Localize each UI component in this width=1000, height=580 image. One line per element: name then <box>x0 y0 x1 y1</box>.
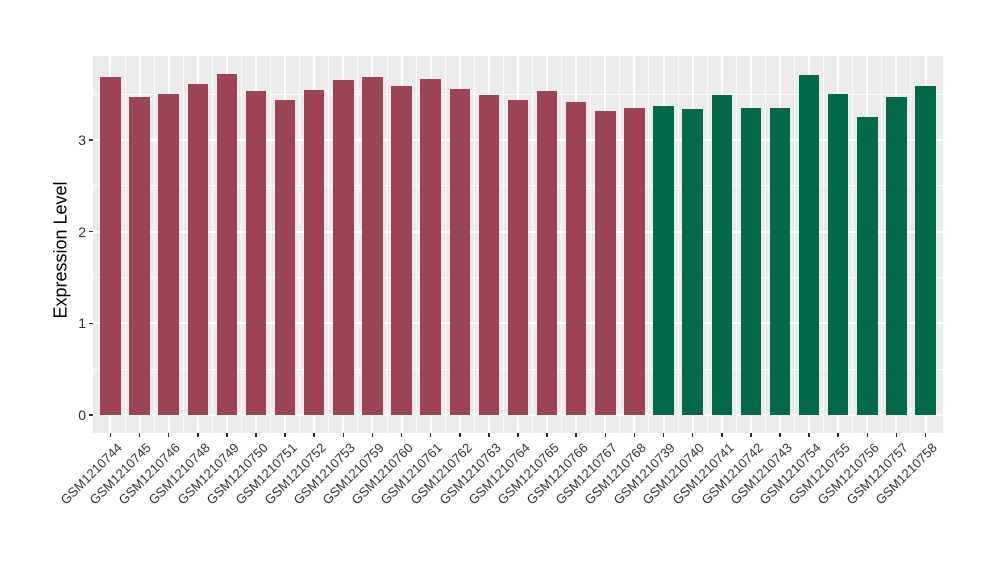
y-tick-mark <box>89 414 93 416</box>
x-tick-mark <box>662 433 665 437</box>
bar <box>216 73 238 415</box>
gridline-v-minor <box>561 56 563 433</box>
x-tick-mark <box>197 433 199 437</box>
bar <box>828 94 849 415</box>
gridline-v-minor <box>444 56 446 433</box>
bar <box>740 107 762 415</box>
x-tick-mark <box>400 433 403 437</box>
gridline-v-minor <box>415 56 417 433</box>
bar <box>129 96 150 415</box>
bar <box>362 76 383 415</box>
gridline-v-minor <box>677 56 679 433</box>
gridline-v-minor <box>881 56 883 433</box>
x-tick-mark <box>488 433 490 437</box>
gridline-v-minor <box>532 56 534 433</box>
bar <box>100 76 121 415</box>
y-tick-label: 2 <box>78 223 86 240</box>
bar <box>536 91 558 415</box>
gridline-v-minor <box>823 56 825 433</box>
x-tick-mark <box>866 433 869 437</box>
gridline-v-minor <box>502 56 504 433</box>
bar <box>420 79 441 415</box>
x-tick-mark <box>808 433 810 437</box>
x-tick-mark <box>604 433 607 437</box>
bar <box>798 74 820 415</box>
bar <box>478 94 500 415</box>
gridline-v-minor <box>153 56 155 433</box>
bar <box>187 83 208 415</box>
x-tick-mark <box>109 433 112 437</box>
x-tick-mark <box>517 433 519 437</box>
x-tick-mark <box>459 433 461 437</box>
x-tick-mark <box>750 433 752 437</box>
x-tick-mark <box>779 433 781 437</box>
bar <box>274 99 296 415</box>
gridline-v-minor <box>328 56 330 433</box>
x-tick-mark <box>167 433 170 437</box>
bar <box>653 105 674 415</box>
gridline-v-minor <box>299 56 301 433</box>
y-tick-label: 0 <box>78 407 86 423</box>
gridline-v-minor <box>910 56 912 433</box>
gridline-v-minor <box>473 56 475 433</box>
bar <box>624 107 645 415</box>
x-tick-mark <box>313 433 315 437</box>
bar <box>245 91 267 415</box>
y-tick-mark <box>89 322 93 325</box>
bar <box>507 99 529 415</box>
x-tick-mark <box>284 433 286 437</box>
bar <box>857 116 878 415</box>
bar <box>769 107 791 415</box>
bar <box>595 110 616 415</box>
gridline-v-minor <box>182 56 184 433</box>
gridline-v-minor <box>270 56 272 433</box>
bar <box>711 94 732 415</box>
x-tick-mark <box>429 433 432 437</box>
x-tick-mark <box>342 433 345 437</box>
bar <box>158 94 179 415</box>
x-tick-mark <box>226 433 228 437</box>
bar <box>886 96 907 415</box>
plot-panel <box>93 56 943 433</box>
bar <box>449 89 470 415</box>
bar <box>915 85 936 415</box>
x-tick-mark <box>255 433 257 437</box>
gridline-v-minor <box>735 56 737 433</box>
gridline-v-minor <box>764 56 766 433</box>
gridline-v-minor <box>852 56 854 433</box>
gridline-v-minor <box>706 56 708 433</box>
gridline-v-minor <box>211 56 213 433</box>
bar <box>682 108 703 415</box>
x-tick-mark <box>633 433 636 437</box>
x-tick-mark <box>371 433 374 437</box>
gridline-v-minor <box>648 56 650 433</box>
x-tick-mark <box>546 433 548 437</box>
bar <box>391 85 412 415</box>
bar <box>333 80 354 415</box>
gridline-v-minor <box>386 56 388 433</box>
gridline-v-minor <box>124 56 126 433</box>
x-tick-mark <box>837 433 839 437</box>
x-tick-mark <box>721 433 723 437</box>
gridline-v-minor <box>794 56 796 433</box>
x-tick-mark <box>924 433 927 437</box>
x-tick-mark <box>895 433 898 437</box>
x-tick-mark <box>575 433 577 437</box>
y-tick-mark <box>89 139 93 141</box>
y-tick-mark <box>89 230 93 233</box>
y-axis-title: Expression Level <box>50 181 71 319</box>
gridline-v-minor <box>619 56 621 433</box>
x-tick-mark <box>691 433 694 437</box>
bar <box>566 102 587 415</box>
gridline-v-minor <box>240 56 242 433</box>
y-tick-label: 3 <box>78 131 86 148</box>
y-tick-label: 1 <box>78 315 86 332</box>
gridline-v-minor <box>590 56 592 433</box>
x-tick-mark <box>138 433 141 437</box>
bar <box>304 90 325 415</box>
gridline-v-minor <box>357 56 359 433</box>
